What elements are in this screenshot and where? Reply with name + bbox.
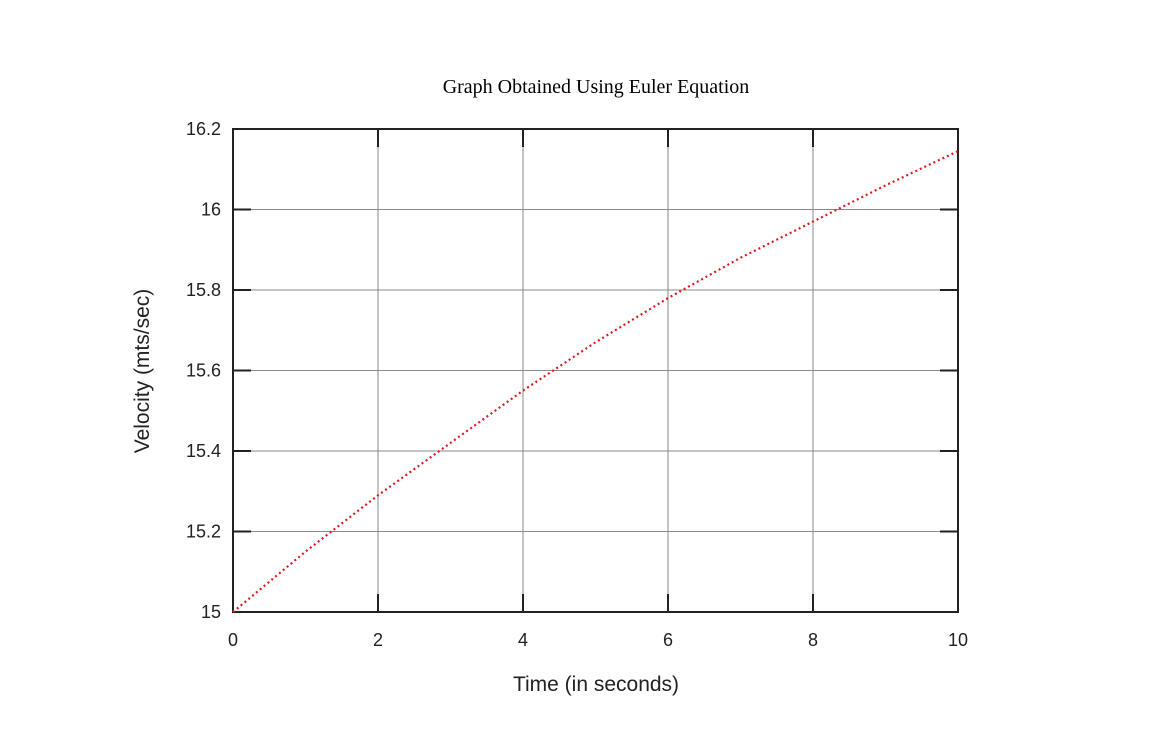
y-tick-labels: 15 15.2 15.4 15.6 15.8 16 16.2 <box>186 119 221 622</box>
chart-title: Graph Obtained Using Euler Equation <box>443 76 750 98</box>
x-tick-label: 2 <box>373 630 383 650</box>
series-line <box>232 150 959 613</box>
y-tick-label: 15.2 <box>186 522 221 542</box>
x-tick-label: 0 <box>228 630 238 650</box>
axis-ticks <box>232 128 959 613</box>
y-tick-label: 16.2 <box>186 119 221 139</box>
x-tick-label: 4 <box>518 630 528 650</box>
x-axis-label: Time (in seconds) <box>513 673 679 696</box>
y-tick-label: 15 <box>201 602 221 622</box>
x-tick-label: 10 <box>948 630 968 650</box>
x-tick-labels: 0 2 4 6 8 10 <box>228 630 968 650</box>
x-tick-label: 8 <box>808 630 818 650</box>
y-tick-label: 15.8 <box>186 280 221 300</box>
y-tick-label: 16 <box>201 200 221 220</box>
y-axis-label: Velocity (mts/sec) <box>131 289 154 454</box>
y-tick-label: 15.4 <box>186 441 221 461</box>
y-tick-label: 15.6 <box>186 361 221 381</box>
x-tick-label: 6 <box>663 630 673 650</box>
grid <box>232 128 959 613</box>
